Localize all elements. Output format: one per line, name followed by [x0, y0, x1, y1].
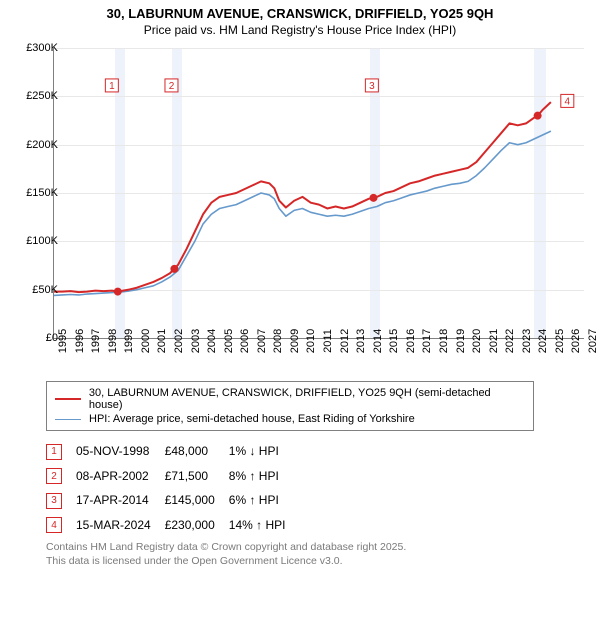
- chart-subtitle: Price paid vs. HM Land Registry's House …: [0, 23, 600, 37]
- x-axis-label: 2023: [521, 329, 533, 353]
- event-number-box: 4: [46, 517, 62, 533]
- y-axis-label: £150K: [26, 187, 58, 199]
- table-row: 1 05-NOV-1998£48,0001% ↓ HPI: [46, 439, 299, 464]
- table-row: 4 15-MAR-2024£230,00014% ↑ HPI: [46, 513, 299, 538]
- y-axis-label: £250K: [26, 90, 58, 102]
- x-axis-label: 2003: [190, 329, 202, 353]
- x-axis-label: 2011: [322, 329, 334, 353]
- event-date: 05-NOV-1998: [76, 439, 165, 464]
- table-row: 2 08-APR-2002£71,5008% ↑ HPI: [46, 464, 299, 489]
- event-price: £71,500: [165, 464, 229, 489]
- x-axis-label: 1998: [107, 329, 119, 353]
- plot-svg: 1 2 3 4: [54, 48, 584, 338]
- license-line1: Contains HM Land Registry data © Crown c…: [46, 541, 406, 553]
- x-axis-label: 2007: [256, 329, 268, 353]
- license-line2: This data is licensed under the Open Gov…: [46, 555, 343, 567]
- x-axis-label: 2012: [339, 329, 351, 353]
- legend-label: HPI: Average price, semi-detached house,…: [89, 413, 415, 425]
- legend-swatch: [55, 398, 81, 400]
- legend-item: HPI: Average price, semi-detached house,…: [55, 412, 525, 426]
- event-marker-number: 3: [369, 81, 375, 92]
- x-axis-label: 2017: [421, 329, 433, 353]
- x-axis-label: 2022: [504, 329, 516, 353]
- plot-area: 1 2 3 4: [53, 48, 584, 339]
- legend-box: 30, LABURNUM AVENUE, CRANSWICK, DRIFFIEL…: [46, 381, 534, 431]
- event-pct: 1% ↓ HPI: [229, 439, 300, 464]
- y-axis-label: £100K: [26, 235, 58, 247]
- x-axis-label: 2008: [272, 329, 284, 353]
- x-axis-label: 2027: [587, 329, 599, 353]
- event-marker-dot: [170, 265, 178, 273]
- event-date: 15-MAR-2024: [76, 513, 165, 538]
- event-marker-number: 4: [565, 96, 571, 107]
- y-axis-label: £300K: [26, 42, 58, 54]
- legend-item: 30, LABURNUM AVENUE, CRANSWICK, DRIFFIEL…: [55, 386, 525, 412]
- chart-title: 30, LABURNUM AVENUE, CRANSWICK, DRIFFIEL…: [0, 6, 600, 21]
- legend-label: 30, LABURNUM AVENUE, CRANSWICK, DRIFFIEL…: [89, 387, 525, 411]
- plot-wrap: 1234 £0£50K£100K£150K£200K£250K£300K1995…: [8, 43, 593, 373]
- event-marker-dot: [369, 194, 377, 202]
- x-axis-label: 2006: [239, 329, 251, 353]
- x-axis-label: 2018: [438, 329, 450, 353]
- x-axis-label: 2000: [140, 329, 152, 353]
- x-axis-label: 2002: [173, 329, 185, 353]
- event-marker-dot: [534, 112, 542, 120]
- x-axis-label: 1999: [123, 329, 135, 353]
- x-axis-label: 2015: [388, 329, 400, 353]
- event-number-box: 1: [46, 444, 62, 460]
- event-date: 17-APR-2014: [76, 488, 165, 513]
- event-number-box: 2: [46, 468, 62, 484]
- y-axis-label: £200K: [26, 139, 58, 151]
- x-axis-label: 2005: [223, 329, 235, 353]
- event-marker-number: 1: [109, 81, 115, 92]
- x-axis-label: 2014: [372, 329, 384, 353]
- license-text: Contains HM Land Registry data © Crown c…: [46, 541, 600, 568]
- table-row: 3 17-APR-2014£145,0006% ↑ HPI: [46, 488, 299, 513]
- x-axis-label: 1996: [74, 329, 86, 353]
- series-line-hpi: [54, 131, 551, 295]
- x-axis-label: 1997: [90, 329, 102, 353]
- x-axis-label: 2024: [537, 329, 549, 353]
- x-axis-label: 2020: [471, 329, 483, 353]
- y-axis-label: £50K: [32, 284, 58, 296]
- x-axis-label: 2001: [156, 329, 168, 353]
- event-marker-dot: [114, 288, 122, 296]
- x-axis-label: 2016: [405, 329, 417, 353]
- x-axis-label: 2004: [206, 329, 218, 353]
- chart-container: 30, LABURNUM AVENUE, CRANSWICK, DRIFFIEL…: [0, 6, 600, 568]
- x-axis-label: 2026: [570, 329, 582, 353]
- x-axis-label: 2019: [455, 329, 467, 353]
- x-axis-label: 2010: [305, 329, 317, 353]
- x-axis-label: 1995: [57, 329, 69, 353]
- event-pct: 6% ↑ HPI: [229, 488, 300, 513]
- series-line-price_paid: [54, 102, 551, 292]
- event-pct: 14% ↑ HPI: [229, 513, 300, 538]
- event-price: £230,000: [165, 513, 229, 538]
- event-price: £145,000: [165, 488, 229, 513]
- x-axis-label: 2013: [355, 329, 367, 353]
- event-marker-number: 2: [169, 81, 175, 92]
- x-axis-label: 2021: [488, 329, 500, 353]
- events-table: 1 05-NOV-1998£48,0001% ↓ HPI 2 08-APR-2002£…: [46, 439, 299, 537]
- x-axis-label: 2009: [289, 329, 301, 353]
- event-number-box: 3: [46, 493, 62, 509]
- event-date: 08-APR-2002: [76, 464, 165, 489]
- legend-swatch: [55, 419, 81, 420]
- x-axis-label: 2025: [554, 329, 566, 353]
- event-pct: 8% ↑ HPI: [229, 464, 300, 489]
- event-price: £48,000: [165, 439, 229, 464]
